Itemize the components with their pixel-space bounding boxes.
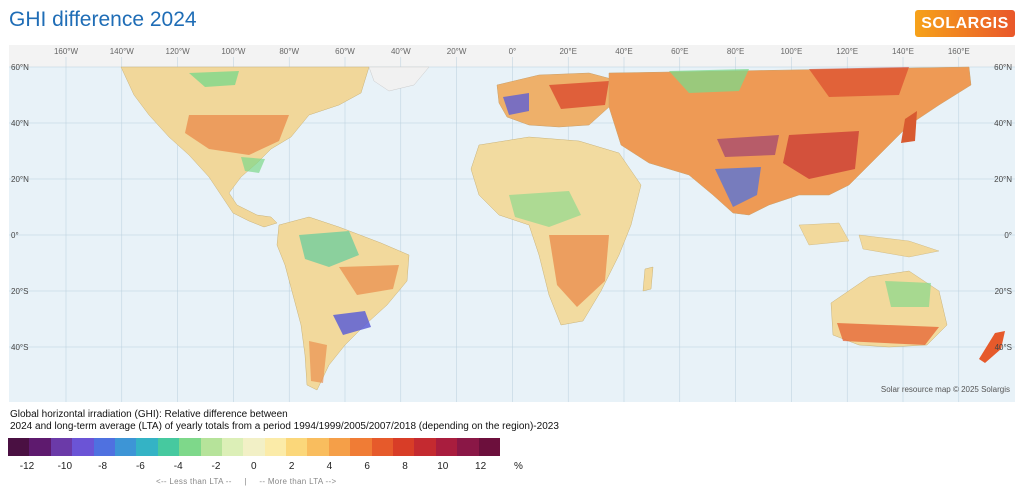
legend-swatch xyxy=(328,438,351,456)
longitude-label: 160°E xyxy=(948,47,970,56)
longitude-label: 20°E xyxy=(559,47,576,56)
longitude-label: 120°E xyxy=(836,47,858,56)
legend-swatch xyxy=(50,438,73,456)
latitude-label: 40°N xyxy=(11,119,29,128)
map-description: Global horizontal irradiation (GHI): Rel… xyxy=(10,409,559,433)
legend-swatch xyxy=(478,438,501,456)
longitude-label: 40°E xyxy=(615,47,632,56)
legend-swatch xyxy=(221,438,244,456)
longitude-label: 80°E xyxy=(727,47,744,56)
legend-swatch xyxy=(114,438,137,456)
madagascar xyxy=(642,266,654,292)
longitude-label: 140°E xyxy=(892,47,914,56)
solargis-logo: SOLARGIS xyxy=(915,10,1015,37)
legend-tick-label: 6 xyxy=(364,461,370,472)
japan xyxy=(901,111,917,143)
description-line-2: 2024 and long-term average (LTA) of year… xyxy=(10,421,559,432)
legend-swatch xyxy=(8,438,30,456)
legend-swatch xyxy=(435,438,458,456)
latitude-label: 20°N xyxy=(994,175,1012,184)
legend-swatch xyxy=(157,438,180,456)
legend-tick-label: 0 xyxy=(251,461,257,472)
hint-less: <-- Less than LTA -- xyxy=(156,477,232,486)
hint-more: -- More than LTA --> xyxy=(259,477,337,486)
legend-swatch xyxy=(393,438,415,456)
legend-tick-label: 8 xyxy=(402,461,408,472)
legend-tick-label: 10 xyxy=(437,461,449,472)
legend-tick-label: -8 xyxy=(98,461,108,472)
southeast-asia-islands xyxy=(798,222,940,258)
longitude-label: 140°W xyxy=(110,47,135,56)
top-band xyxy=(9,45,1015,67)
legend-swatch xyxy=(72,438,95,456)
map-credit: Solar resource map © 2025 Solargis xyxy=(880,385,1010,394)
latitude-label: 20°S xyxy=(995,287,1012,296)
legend-swatch xyxy=(179,438,202,456)
longitude-label: 100°W xyxy=(221,47,246,56)
latitude-label: 40°N xyxy=(994,119,1012,128)
legend-swatch xyxy=(29,438,52,456)
hint-separator: | xyxy=(244,477,247,486)
legend-swatch xyxy=(286,438,308,456)
latitude-label: 0° xyxy=(1004,231,1012,240)
legend-tick-label: -12 xyxy=(19,461,35,472)
legend-swatch xyxy=(371,438,394,456)
longitude-label: 80°W xyxy=(279,47,299,56)
legend-hint: <-- Less than LTA -- | -- More than LTA … xyxy=(156,477,336,486)
latitude-label: 20°S xyxy=(11,287,28,296)
latitude-label: 40°S xyxy=(11,343,28,352)
legend-tick-label: 12 xyxy=(475,461,487,472)
longitude-label: 20°W xyxy=(447,47,467,56)
latitude-labels: 60°N 60°N 40°N 40°N 20°N 20°N 0° 0° 20°S 20°S 40°S… xyxy=(11,63,1012,352)
legend-swatch xyxy=(307,438,330,456)
world-map[interactable]: 160°W 140°W 120°W 100°W 80°W 60°W 40°W 20°W 0° 20… xyxy=(9,45,1015,402)
longitude-label: 120°W xyxy=(166,47,191,56)
legend-swatch xyxy=(414,438,437,456)
legend-tick-label: -10 xyxy=(57,461,73,472)
legend-swatch xyxy=(457,438,480,456)
longitude-labels: 160°W 140°W 120°W 100°W 80°W 60°W 40°W 20°W 0° 20… xyxy=(54,47,970,56)
latitude-label: 40°S xyxy=(995,343,1012,352)
longitude-label: 60°E xyxy=(671,47,688,56)
legend-swatch xyxy=(136,438,159,456)
legend-swatch xyxy=(264,438,287,456)
legend-tick-label: -6 xyxy=(135,461,145,472)
legend-tick-label: 2 xyxy=(288,461,295,472)
legend-swatch xyxy=(243,438,266,456)
legend-tick-label: -4 xyxy=(173,461,183,472)
new-zealand xyxy=(979,331,1005,363)
latitude-label: 20°N xyxy=(11,175,29,184)
latitude-label: 60°N xyxy=(11,63,29,72)
longitude-label: 0° xyxy=(509,47,517,56)
longitude-label: 60°W xyxy=(335,47,355,56)
legend-tick-label: -2 xyxy=(211,461,221,472)
legend-tick-label: 4 xyxy=(326,461,333,472)
longitude-label: 160°W xyxy=(54,47,79,56)
longitude-label: 100°E xyxy=(780,47,802,56)
legend-swatch xyxy=(200,438,223,456)
legend-unit: % xyxy=(514,461,523,472)
latitude-label: 60°N xyxy=(994,63,1012,72)
legend-swatch xyxy=(350,438,373,456)
latitude-label: 0° xyxy=(11,231,19,240)
legend-swatch xyxy=(93,438,116,456)
page-title: GHI difference 2024 xyxy=(9,8,197,31)
longitude-label: 40°W xyxy=(391,47,411,56)
description-line-1: Global horizontal irradiation (GHI): Rel… xyxy=(10,409,288,420)
greenland xyxy=(368,66,430,92)
